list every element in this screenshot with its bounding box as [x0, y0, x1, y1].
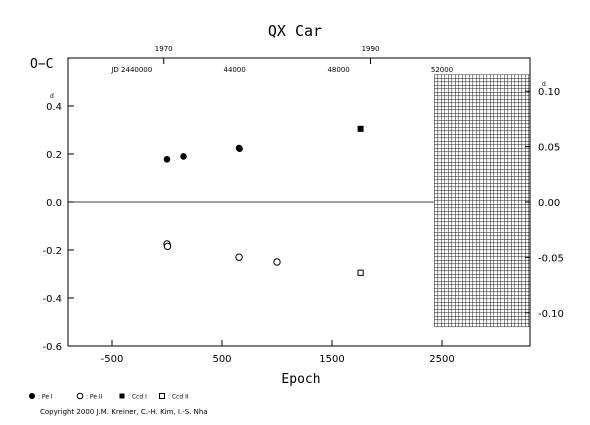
data-points	[163, 125, 364, 276]
data-point-pe1	[163, 155, 171, 163]
top-jd-label: JD 2440000	[110, 66, 152, 74]
y-tick-label: 0.0	[46, 198, 62, 209]
top-jd-label: 48000	[327, 66, 349, 74]
top-jd-label: 44000	[224, 66, 246, 74]
top-jd-label: 52000	[431, 66, 453, 74]
top-year-label: 1990	[362, 45, 380, 53]
copyright-text: Copyright 2000 J.M. Kreiner, C.-H. Kim, …	[40, 408, 208, 416]
x-tick-label: 2500	[429, 354, 454, 365]
right-y-tick-label: 0.05	[538, 143, 560, 154]
legend-marker-pe1	[29, 393, 35, 399]
right-unit-superscript: d	[542, 81, 546, 88]
legend-marker-ccd2	[159, 393, 165, 399]
y-unit-superscript: d	[50, 93, 54, 100]
legend-label: : Ccd II	[168, 394, 189, 401]
y-tick-label: -0.6	[42, 342, 62, 353]
right-y-tick-label: 0.10	[538, 87, 560, 98]
top-year-label: 1970	[155, 45, 173, 53]
right-y-tick-label: -0.05	[538, 253, 564, 264]
legend-marker-pe2	[76, 392, 84, 400]
x-tick-label: -500	[101, 354, 124, 365]
y-tick-label: 0.2	[46, 150, 62, 161]
chart-title: QX Car	[268, 22, 322, 40]
legend-label: : Pe I	[38, 394, 53, 401]
legend-label: : Pe II	[86, 394, 103, 401]
x-tick-label: 500	[212, 354, 231, 365]
y-tick-label: 0.4	[46, 102, 62, 113]
y-tick-label: -0.2	[42, 246, 62, 257]
y-axis-label: O−C	[30, 57, 53, 72]
right-y-tick-label: 0.00	[538, 198, 560, 209]
data-point-pe2	[273, 258, 281, 266]
data-point-pe1	[180, 153, 187, 160]
axis-ticks: -0.6 -0.4 -0.2 0.0 0.2 0.4 d -0.10 -0.05 0.00 0.05…	[42, 45, 563, 365]
grid-region	[434, 74, 530, 328]
right-y-tick-label: -0.10	[538, 309, 564, 320]
legend-marker-ccd1	[119, 393, 125, 399]
data-point-ccd2	[357, 269, 364, 276]
y-tick-label: -0.4	[42, 294, 62, 305]
legend-label: : Ccd I	[128, 394, 147, 401]
data-point-pe1	[236, 145, 243, 153]
data-point-pe2	[163, 242, 172, 251]
data-point-ccd1	[357, 125, 364, 132]
legend: : Pe I : Pe II : Ccd I : Ccd II	[29, 392, 189, 401]
x-axis-label: Epoch	[281, 372, 320, 387]
x-tick-label: 1500	[319, 354, 344, 365]
data-point-pe2	[235, 253, 243, 261]
